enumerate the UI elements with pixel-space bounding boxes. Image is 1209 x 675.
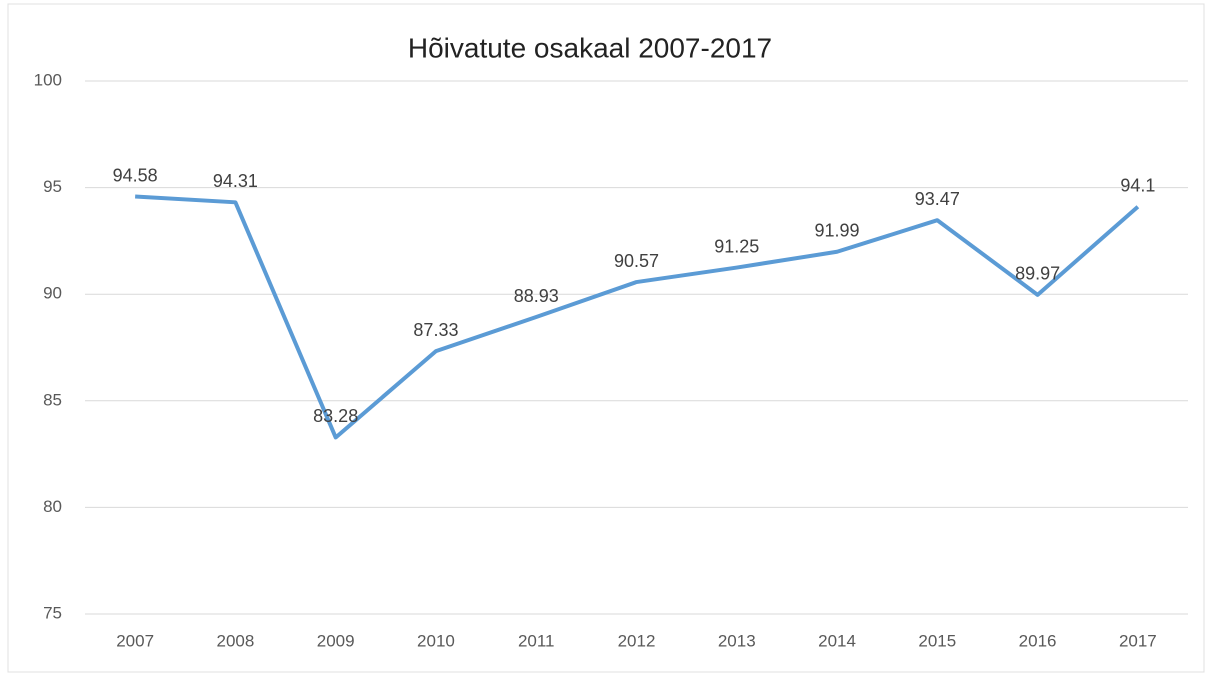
x-tick-label: 2012 xyxy=(618,631,656,650)
data-label: 89.97 xyxy=(1015,264,1060,284)
data-label: 90.57 xyxy=(614,251,659,271)
data-label: 94.58 xyxy=(113,165,158,185)
data-label: 91.99 xyxy=(815,221,860,241)
y-tick-label: 90 xyxy=(43,284,62,303)
y-tick-label: 75 xyxy=(43,603,62,622)
data-label: 94.31 xyxy=(213,171,258,191)
x-tick-label: 2013 xyxy=(718,631,756,650)
data-label: 83.28 xyxy=(313,406,358,426)
data-label: 87.33 xyxy=(413,320,458,340)
x-tick-label: 2008 xyxy=(216,631,254,650)
x-tick-label: 2017 xyxy=(1119,631,1157,650)
data-label: 88.93 xyxy=(514,286,559,306)
y-tick-label: 100 xyxy=(34,70,62,89)
x-tick-label: 2010 xyxy=(417,631,455,650)
x-tick-label: 2009 xyxy=(317,631,355,650)
x-tick-label: 2014 xyxy=(818,631,856,650)
data-label: 94.1 xyxy=(1120,176,1155,196)
chart-title: Hõivatute osakaal 2007-2017 xyxy=(408,32,772,63)
x-tick-label: 2011 xyxy=(518,631,555,650)
x-tick-label: 2015 xyxy=(918,631,956,650)
y-tick-label: 85 xyxy=(43,390,62,409)
chart-frame xyxy=(7,3,1205,673)
y-tick-label: 80 xyxy=(43,497,62,516)
data-label: 93.47 xyxy=(915,189,960,209)
line xyxy=(135,194,1140,440)
y-tick-label: 95 xyxy=(43,177,62,196)
x-tick-label: 2016 xyxy=(1019,631,1057,650)
data-label: 91.25 xyxy=(714,236,759,256)
x-tick-label: 2007 xyxy=(116,631,154,650)
